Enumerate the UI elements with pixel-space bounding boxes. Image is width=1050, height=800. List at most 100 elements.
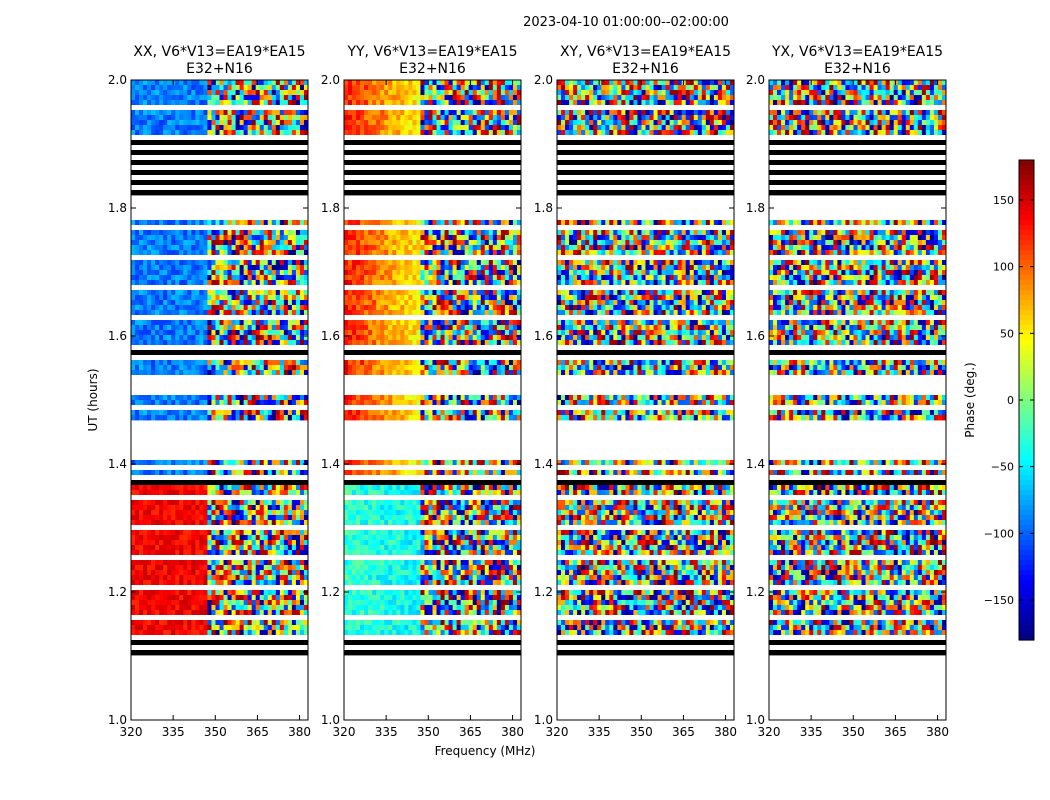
heatmap-cell [416,415,421,421]
heatmap-cell [496,460,502,466]
heatmap-cell [404,110,409,116]
heatmap-cell [356,250,361,256]
heatmap-cell [492,410,498,416]
heatmap-cell [416,130,421,136]
heatmap-cell [291,125,297,131]
heatmap-cell [183,540,188,546]
heatmap-cell [167,335,172,341]
heatmap-cell [263,545,269,551]
heatmap-cell [179,320,184,326]
heatmap-cell [516,270,522,276]
heatmap-cell [255,260,261,266]
heatmap-cell [436,240,441,246]
heatmap-cell [195,630,200,636]
heatmap-cell [179,535,184,541]
heatmap-cell [372,90,377,96]
heatmap-cell [183,510,188,516]
heatmap-cell [183,120,188,126]
heatmap-cell [380,270,385,276]
heatmap-cell [131,545,136,551]
heatmap-cell [215,295,220,301]
heatmap-cell [516,125,522,131]
heatmap-cell [368,485,373,491]
heatmap-cell [175,520,180,526]
heatmap-cell [283,80,289,86]
heatmap-cell [215,515,220,521]
heatmap-cell [364,510,369,516]
heatmap-cell [376,125,381,131]
heatmap-cell [247,120,253,126]
heatmap-cell [476,115,482,121]
heatmap-cell [219,550,224,556]
heatmap-cell [207,540,212,546]
heatmap-cell [131,560,136,566]
heatmap-cell [508,80,514,86]
heatmap-cell [295,295,301,301]
heatmap-cell [259,265,265,271]
heatmap-cell [239,80,245,86]
heatmap-cell [372,125,377,131]
heatmap-cell [239,325,245,331]
heatmap-cell [139,605,144,611]
heatmap-cell [231,565,236,571]
heatmap-cell [432,340,437,346]
heatmap-cell [199,515,204,521]
heatmap-cell [275,620,281,626]
figure-title: 2023-04-10 01:00:00--02:00:00 [523,15,729,30]
heatmap-cell [175,400,180,406]
heatmap-cell [139,300,144,306]
heatmap-cell [267,110,273,116]
heatmap-cell [424,505,429,511]
heatmap-cell [448,395,454,401]
heatmap-cell [484,470,490,476]
heatmap-cell [247,250,253,256]
heatmap-cell [255,275,261,281]
heatmap-cell [404,415,409,421]
heatmap-cell [432,85,437,91]
heatmap-cell [424,100,429,106]
heatmap-cell [488,260,494,266]
heatmap-cell [143,415,148,421]
heatmap-cell [131,505,136,511]
heatmap-cell [472,300,478,306]
heatmap-cell [392,370,397,376]
heatmap-cell [480,300,486,306]
heatmap-cell [484,130,490,136]
heatmap-cell [251,360,257,366]
heatmap-cell [251,415,257,421]
heatmap-cell [235,290,241,296]
heatmap-cell [219,325,224,331]
heatmap-cell [215,395,220,401]
heatmap-cell [243,245,249,251]
heatmap-cell [207,410,212,416]
heatmap-cell [376,340,381,346]
heatmap-cell [460,125,466,131]
heatmap-cell [472,90,478,96]
heatmap-cell [504,110,510,116]
heatmap-cell [195,550,200,556]
heatmap-cell [139,505,144,511]
heatmap-cell [428,115,433,121]
heatmap-cell [171,520,176,526]
heatmap-cell [283,530,289,536]
heatmap-cell [480,485,486,491]
heatmap-cell [163,605,168,611]
heatmap-cell [287,515,293,521]
heatmap-cell [396,460,401,466]
heatmap-cell [163,240,168,246]
heatmap-cell [195,510,200,516]
heatmap-cell [267,240,273,246]
heatmap-cell [432,115,437,121]
heatmap-cell [496,260,502,266]
heatmap-cell [404,510,409,516]
heatmap-cell [504,410,510,416]
heatmap-cell [183,250,188,256]
heatmap-cell [380,300,385,306]
heatmap-cell [275,625,281,631]
heatmap-cell [440,85,445,91]
heatmap-cell [484,295,490,301]
heatmap-cell [452,120,458,126]
heatmap-cell [396,505,401,511]
heatmap-cell [396,330,401,336]
heatmap-cell [271,330,277,336]
